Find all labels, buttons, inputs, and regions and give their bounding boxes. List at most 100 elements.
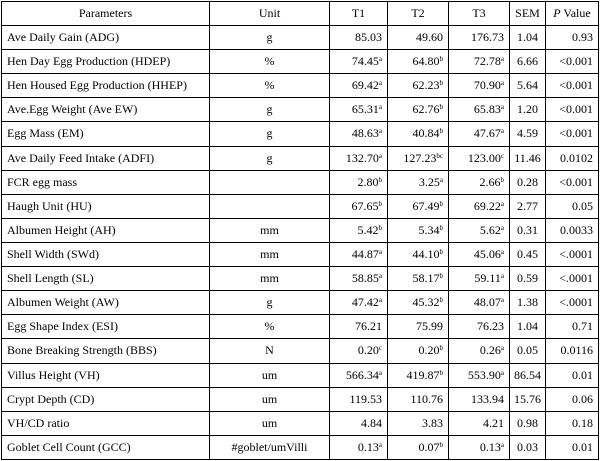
t2-cell-superscript: b (439, 127, 444, 136)
t2-cell: 62.23b (387, 73, 449, 99)
p-value-cell: 0.0033 (545, 217, 599, 243)
p-value-cell-value: 0.0116 (560, 343, 593, 358)
t2-cell-value: 62.76 (412, 102, 440, 117)
t1-cell: 48.63a (329, 121, 388, 147)
t1-cell-superscript: a (378, 272, 382, 281)
t3-cell-superscript: a (500, 127, 504, 136)
table-row: Goblet Cell Count (GCC) #goblet/umVilli 0.… (1, 434, 599, 461)
sem-cell-value: 5.64 (517, 78, 538, 93)
t2-cell-value: 0.20 (418, 343, 440, 358)
unit-cell-value: #goblet/umVilli (231, 439, 308, 454)
parameter-cell-value: Ave Daily Gain (ADG) (7, 30, 120, 45)
t1-cell-value: 65.31 (351, 102, 379, 117)
p-value-cell-value: <.0001 (559, 271, 593, 286)
sem-cell-value: 6.66 (517, 54, 538, 69)
t2-cell-superscript: b (439, 368, 444, 377)
table-row: Villus Height (VH) um 566.34a 419.87b 553.90… (1, 362, 599, 388)
t1-cell-superscript: a (378, 248, 382, 257)
table-row: Hen Housed Egg Production (HHEP)% 69.42a 6… (1, 73, 599, 99)
parameter-cell-value: Shell Length (SL) (7, 271, 94, 286)
t3-cell-superscript: b (500, 175, 505, 184)
t3-cell-value: 72.78 (473, 54, 501, 69)
table-body: Ave Daily Gain (ADG) g 85.03 49.60 176.73 1.0… (1, 24, 599, 461)
sem-cell: 1.38 (509, 290, 546, 316)
t1-cell-value: 5.42 (357, 222, 379, 237)
unit-cell: g (209, 24, 330, 51)
t3-cell: 48.07a (448, 290, 510, 316)
t2-cell-value: 62.23 (412, 78, 440, 93)
p-value-cell: 0.01 (545, 434, 599, 461)
sem-cell-value: 0.28 (517, 174, 538, 189)
t2-cell: 0.20b (387, 338, 449, 364)
t1-cell-value: 76.21 (355, 319, 382, 334)
parameter-cell-value: Goblet Cell Count (GCC) (7, 439, 131, 454)
header-sem: SEM (509, 1, 546, 26)
t2-cell: 419.87b (387, 362, 449, 388)
p-value-cell-value: 0.01 (572, 439, 593, 454)
unit-cell: mm (209, 217, 330, 243)
parameter-cell: Albumen Height (AH) (1, 217, 210, 243)
unit-cell-value: % (264, 319, 275, 334)
header-unit: Unit (209, 1, 330, 26)
t2-cell-superscript: b (439, 103, 444, 112)
table-row: VH/CD ratio um 4.84 3.83 4.21 0.98 0.18 (1, 410, 599, 436)
table-row: Egg Shape Index (ESI)% 76.21 75.99 76.23 1.0… (1, 314, 599, 340)
t1-cell: 0.20c (329, 338, 388, 364)
table-row: Shell Length (SL) mm 58.85a 58.17b 59.11a 0.5… (1, 266, 599, 292)
parameter-cell-value: Haugh Unit (HU) (7, 198, 92, 213)
header-p-rest: Value (560, 6, 591, 20)
t3-cell: 70.90a (448, 73, 510, 99)
sem-cell-value: 11.46 (514, 150, 541, 165)
parameter-cell: Albumen Weight (AW) (1, 290, 210, 316)
unit-cell-value: mm (260, 271, 279, 286)
t3-cell: 176.73 (448, 24, 510, 51)
parameter-cell-value: FCR egg mass (7, 174, 78, 189)
unit-cell-value: g (266, 126, 273, 141)
unit-cell-value: um (261, 391, 278, 406)
t2-cell: 110.76 (387, 386, 449, 412)
t3-cell: 5.62a (448, 217, 510, 243)
t1-cell: 4.84 (329, 410, 388, 436)
t3-cell-value: 4.21 (483, 415, 504, 430)
sem-cell: 1.20 (509, 97, 546, 123)
t1-cell-value: 4.84 (361, 415, 382, 430)
p-value-cell-value: <0.001 (559, 174, 593, 189)
unit-cell: mm (209, 241, 330, 268)
sem-cell-value: 1.38 (517, 295, 538, 310)
p-value-cell-value: 0.71 (572, 319, 593, 334)
p-value-cell: <0.001 (545, 73, 599, 99)
t2-cell-superscript: b (439, 223, 444, 232)
unit-cell: % (209, 314, 330, 340)
t3-cell: 76.23 (448, 314, 510, 340)
t3-cell-superscript: c (500, 151, 504, 160)
t3-cell-value: 76.23 (477, 319, 504, 334)
t2-cell: 62.76b (387, 97, 449, 123)
t2-cell: 40.84b (387, 121, 449, 147)
sem-cell: 1.04 (509, 24, 546, 51)
table-row: Bone Breaking Strength (BBS) N 0.20c 0.20b 0… (1, 338, 599, 364)
parameter-cell: Goblet Cell Count (GCC) (1, 434, 210, 461)
sem-cell: 0.59 (509, 266, 546, 292)
t1-cell: 69.42a (329, 73, 388, 99)
unit-cell (209, 193, 330, 219)
parameter-cell-value: Villus Height (VH) (7, 367, 100, 382)
parameter-cell-value: Hen Day Egg Production (HDEP) (7, 54, 171, 69)
parameter-cell: Bone Breaking Strength (BBS) (1, 338, 210, 364)
p-value-cell-value: <0.001 (559, 78, 593, 93)
t2-cell-value: 3.25 (418, 174, 440, 189)
t3-cell-superscript: a (500, 223, 504, 232)
header-t2: T2 (387, 1, 449, 26)
table-row: Egg Mass (EM) g 48.63a 40.84b 47.67a 4.59 <0.0… (1, 121, 599, 147)
t1-cell-superscript: b (378, 175, 383, 184)
table-row: Crypt Depth (CD) um 119.53 110.76 133.94 15.7… (1, 386, 599, 412)
header-row: Parameters Unit T1 T2 T3 SEM P Value (1, 1, 599, 26)
sem-cell-value: 4.59 (517, 126, 538, 141)
t2-cell-value: 3.83 (422, 415, 443, 430)
p-value-cell: 0.18 (545, 410, 599, 436)
t3-cell-value: 0.26 (479, 343, 501, 358)
sem-cell: 6.66 (509, 49, 546, 75)
t3-cell: 45.06a (448, 241, 510, 268)
unit-cell-value: mm (260, 247, 279, 262)
t2-cell-superscript: b (439, 440, 444, 449)
parameter-cell: Villus Height (VH) (1, 362, 210, 388)
